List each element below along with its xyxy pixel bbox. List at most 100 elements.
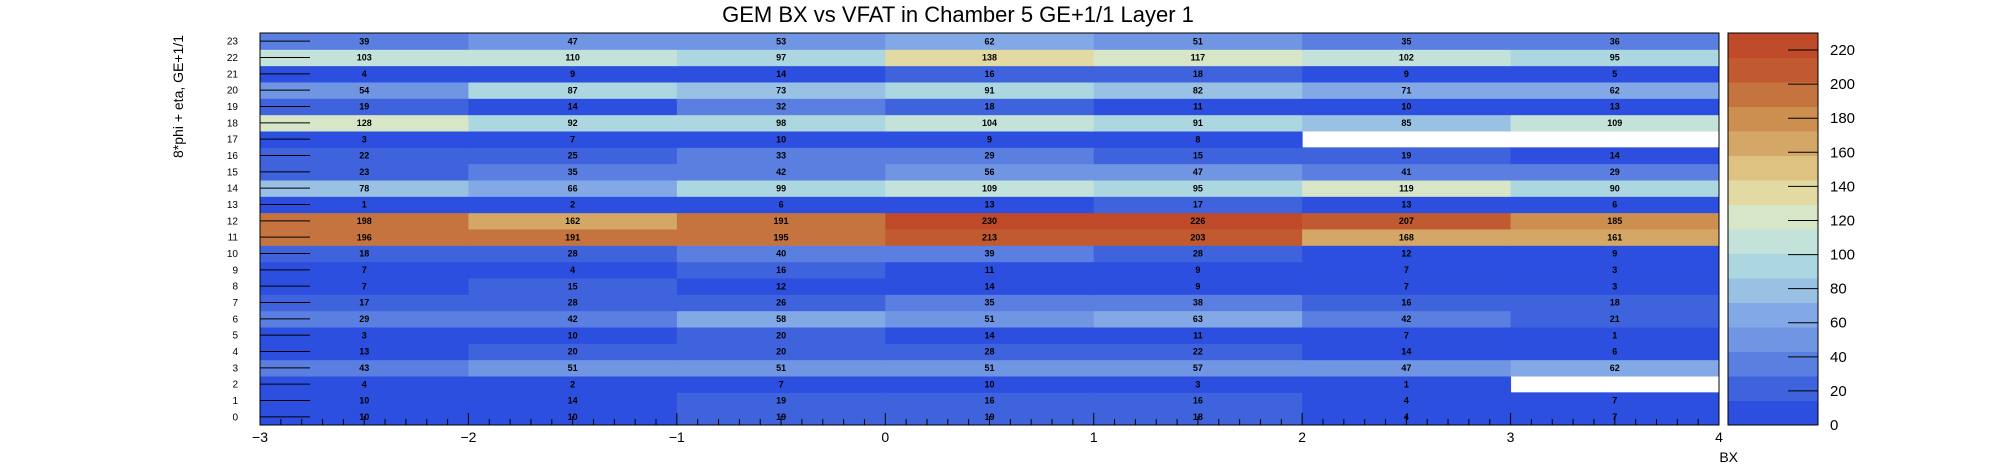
- heatmap-cell: [885, 327, 1095, 344]
- palette-tick-label: 60: [1830, 315, 1847, 332]
- heatmap-cell: [885, 294, 1095, 312]
- cell-value-label: 16: [984, 69, 994, 79]
- palette-swatch: [1728, 155, 1818, 181]
- cell-value-label: 58: [776, 314, 786, 324]
- cell-value-label: 7: [1404, 330, 1409, 340]
- cell-value-label: 18: [1610, 298, 1620, 308]
- heatmap-cell: [676, 261, 886, 279]
- heatmap-cell: [468, 278, 678, 295]
- cell-value-label: 17: [359, 298, 369, 308]
- heatmap-cell: [885, 229, 1095, 246]
- cell-value-label: 226: [1190, 216, 1205, 226]
- heatmap-cell: [260, 278, 469, 295]
- heatmap-cell: [1302, 114, 1512, 132]
- cell-value-label: 21: [1610, 314, 1620, 324]
- heatmap-cell: [260, 82, 469, 99]
- heatmap-cell: [1302, 343, 1512, 361]
- heatmap-cell: [260, 392, 469, 410]
- cell-value-label: 119: [1399, 183, 1414, 193]
- heatmap-cell: [468, 327, 678, 344]
- cell-value-label: 117: [1191, 53, 1206, 63]
- y-tick-label: 23: [227, 37, 239, 48]
- cell-value-label: 62: [984, 36, 994, 46]
- heatmap-cell: [1510, 343, 1720, 361]
- cell-value-label: 6: [779, 200, 784, 210]
- cell-value-label: 71: [1401, 85, 1411, 95]
- palette-swatch: [1728, 351, 1818, 377]
- palette-swatch: [1728, 229, 1818, 254]
- cell-value-label: 66: [568, 183, 578, 193]
- cell-value-label: 109: [982, 183, 997, 193]
- heatmap-cell: [1302, 376, 1512, 393]
- cell-value-label: 73: [776, 85, 786, 95]
- heatmap-cell: [1093, 163, 1303, 181]
- palette-tick-label: 200: [1830, 76, 1855, 93]
- palette-swatch: [1728, 204, 1818, 230]
- y-tick-label: 3: [232, 363, 238, 374]
- cell-value-label: 4: [570, 265, 575, 275]
- color-palette: 0 20 40 60 80 100 120 140 160 180 200 220: [1727, 32, 1855, 434]
- heatmap-cell: [1510, 310, 1720, 328]
- heatmap-cell: [1093, 33, 1303, 50]
- cell-value-label: 168: [1399, 232, 1414, 242]
- y-tick-label: 20: [227, 86, 239, 97]
- heatmap-cell: [1093, 98, 1303, 116]
- y-tick-label: 0: [232, 412, 238, 423]
- heatmap-cell: [260, 261, 469, 279]
- heatmap-cell: [468, 180, 678, 197]
- cell-value-label: 42: [1401, 314, 1411, 324]
- y-tick-label: 15: [227, 167, 239, 178]
- cell-value-label: 14: [1401, 347, 1411, 357]
- cell-value-label: 18: [359, 249, 369, 259]
- heatmap-cell: [468, 376, 678, 393]
- heatmap-cell: [1510, 196, 1720, 214]
- cell-value-label: 19: [1401, 151, 1411, 161]
- heatmap-cell: [468, 98, 678, 116]
- cell-value-label: 109: [1607, 118, 1622, 128]
- cell-value-label: 230: [982, 216, 997, 226]
- cell-value-label: 102: [1399, 53, 1414, 63]
- heatmap-cell: [468, 212, 678, 230]
- cell-value-label: 3: [1195, 379, 1200, 389]
- cell-value-label: 85: [1401, 118, 1411, 128]
- cell-value-label: 11: [1193, 330, 1203, 340]
- palette-swatch: [1728, 106, 1818, 132]
- cell-value-label: 12: [1401, 249, 1411, 259]
- cell-value-label: 1: [1612, 330, 1617, 340]
- y-tick-label: 22: [227, 53, 239, 64]
- x-tick-label: −1: [669, 429, 685, 445]
- cell-value-label: 1: [362, 200, 367, 210]
- cell-value-label: 78: [359, 183, 369, 193]
- x-tick-label: 0: [881, 429, 889, 445]
- heatmap-cell: [1510, 261, 1720, 279]
- heatmap-cell: [1093, 294, 1303, 312]
- cell-value-label: 33: [776, 151, 786, 161]
- cell-value-label: 11: [985, 265, 995, 275]
- y-tick-label: 19: [227, 102, 239, 113]
- cell-value-label: 28: [1193, 249, 1203, 259]
- heatmap-cell: [676, 229, 886, 246]
- heatmap-cell: [885, 163, 1095, 181]
- cell-value-label: 32: [776, 102, 786, 112]
- cell-value-label: 185: [1607, 216, 1622, 226]
- heatmap-cell: [260, 98, 469, 116]
- heatmap-cell: [1302, 180, 1512, 197]
- cell-value-label: 97: [776, 53, 786, 63]
- heatmap-cell: [676, 212, 886, 230]
- heatmap-cell: [1510, 392, 1720, 410]
- heatmap-cell: [1510, 278, 1720, 295]
- heatmap-cell: [468, 65, 678, 83]
- heatmap-cell: [260, 131, 469, 148]
- heatmap-cell: [468, 33, 678, 50]
- heatmap-cell: [1510, 327, 1720, 344]
- heatmap-cell: [885, 310, 1095, 328]
- heatmap-cell: [1093, 261, 1303, 279]
- heatmap-cell: [1093, 392, 1303, 410]
- palette-tick-label: 120: [1830, 212, 1855, 229]
- cell-value-label: 3: [362, 330, 367, 340]
- heatmap-cell: [885, 33, 1095, 50]
- cell-value-label: 95: [1610, 53, 1620, 63]
- cell-value-label: 3: [362, 134, 367, 144]
- cell-value-label: 29: [1610, 167, 1620, 177]
- y-tick-label: 16: [227, 151, 239, 162]
